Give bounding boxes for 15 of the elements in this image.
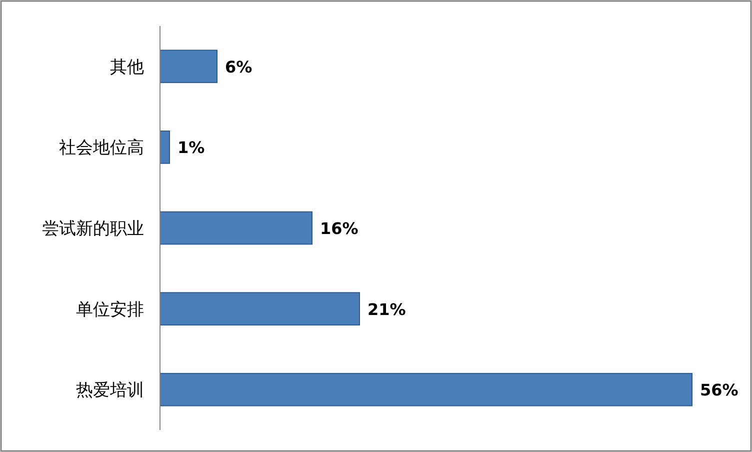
data-label: 1%: [178, 138, 205, 158]
data-label: 21%: [368, 300, 406, 319]
data-label: 16%: [320, 219, 358, 238]
y-tick-label: 其他: [110, 57, 144, 78]
bar: [160, 372, 692, 406]
data-label: 56%: [700, 380, 738, 400]
y-tick-label: 热爱培训: [76, 380, 144, 401]
bar: [160, 130, 170, 164]
bar: [160, 292, 360, 326]
y-tick-label: 单位安排: [76, 300, 144, 320]
y-tick-label: 社会地位高: [59, 138, 144, 158]
y-tick-label: 尝试新的职业: [42, 219, 144, 239]
data-label: 6%: [225, 57, 252, 76]
bar: [160, 211, 312, 245]
bar: [160, 50, 218, 84]
